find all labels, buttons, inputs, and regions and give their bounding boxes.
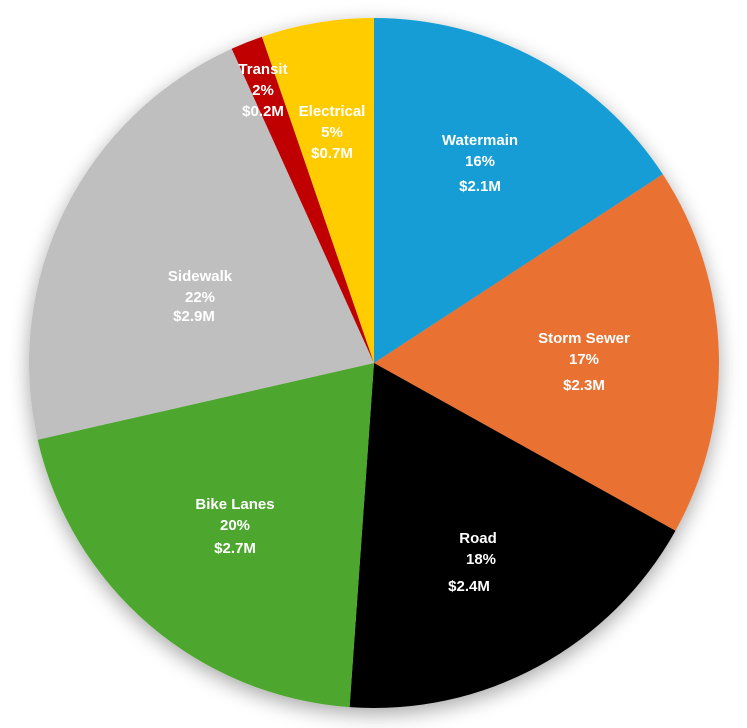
slice-label-value: $0.2M (242, 103, 284, 120)
slice-label-name: Sidewalk (167, 268, 233, 285)
slice-label-percent: 5% (321, 124, 343, 141)
slice-label-value: $0.7M (311, 145, 353, 162)
slice-label-percent: 22% (184, 289, 216, 306)
slice-label-bike-lanes: Bike Lanes 20% $2.7M (195, 494, 274, 559)
slice-label-name: Road (459, 530, 497, 547)
slice-label-name: Watermain (441, 132, 519, 149)
slice-label-percent: 18% (465, 551, 497, 568)
slice-label-percent: 16% (464, 153, 496, 170)
pie-slice-storm-sewer (374, 174, 720, 531)
slice-label-sidewalk: Sidewalk 22% $2.9M (168, 266, 232, 327)
slice-label-value: $2.9M (173, 308, 215, 325)
slice-label-value: $2.4M (448, 578, 490, 595)
pie-slice-bike-lanes (37, 363, 374, 708)
slice-label-transit: Transit 2% $0.2M (238, 59, 287, 122)
slice-label-name: Storm Sewer (538, 330, 630, 347)
slice-label-storm-sewer: Storm Sewer 17% $2.3M (538, 328, 630, 396)
slice-label-road: Road 18% $2.4M (448, 528, 508, 597)
pie-slice-road (349, 363, 676, 708)
slice-label-name: Bike Lanes (195, 496, 275, 513)
pie-slice-transit (231, 36, 374, 363)
slice-label-value: $2.1M (459, 178, 501, 195)
slice-label-percent: 20% (219, 517, 251, 534)
pie-slice-sidewalk (28, 48, 374, 440)
slice-label-watermain: Watermain 16% $2.1M (442, 130, 518, 197)
slice-label-percent: 2% (252, 82, 274, 99)
slice-label-value: $2.3M (563, 377, 605, 394)
slice-label-name: Electrical (298, 103, 366, 120)
slice-label-name: Transit (238, 61, 288, 78)
pie-slice-watermain (374, 18, 663, 363)
slice-label-electrical: Electrical 5% $0.7M (299, 101, 366, 164)
pie-slice-electrical (261, 18, 374, 363)
pie-slices (28, 18, 720, 708)
slice-label-percent: 17% (568, 351, 600, 368)
slice-label-value: $2.7M (214, 540, 256, 557)
